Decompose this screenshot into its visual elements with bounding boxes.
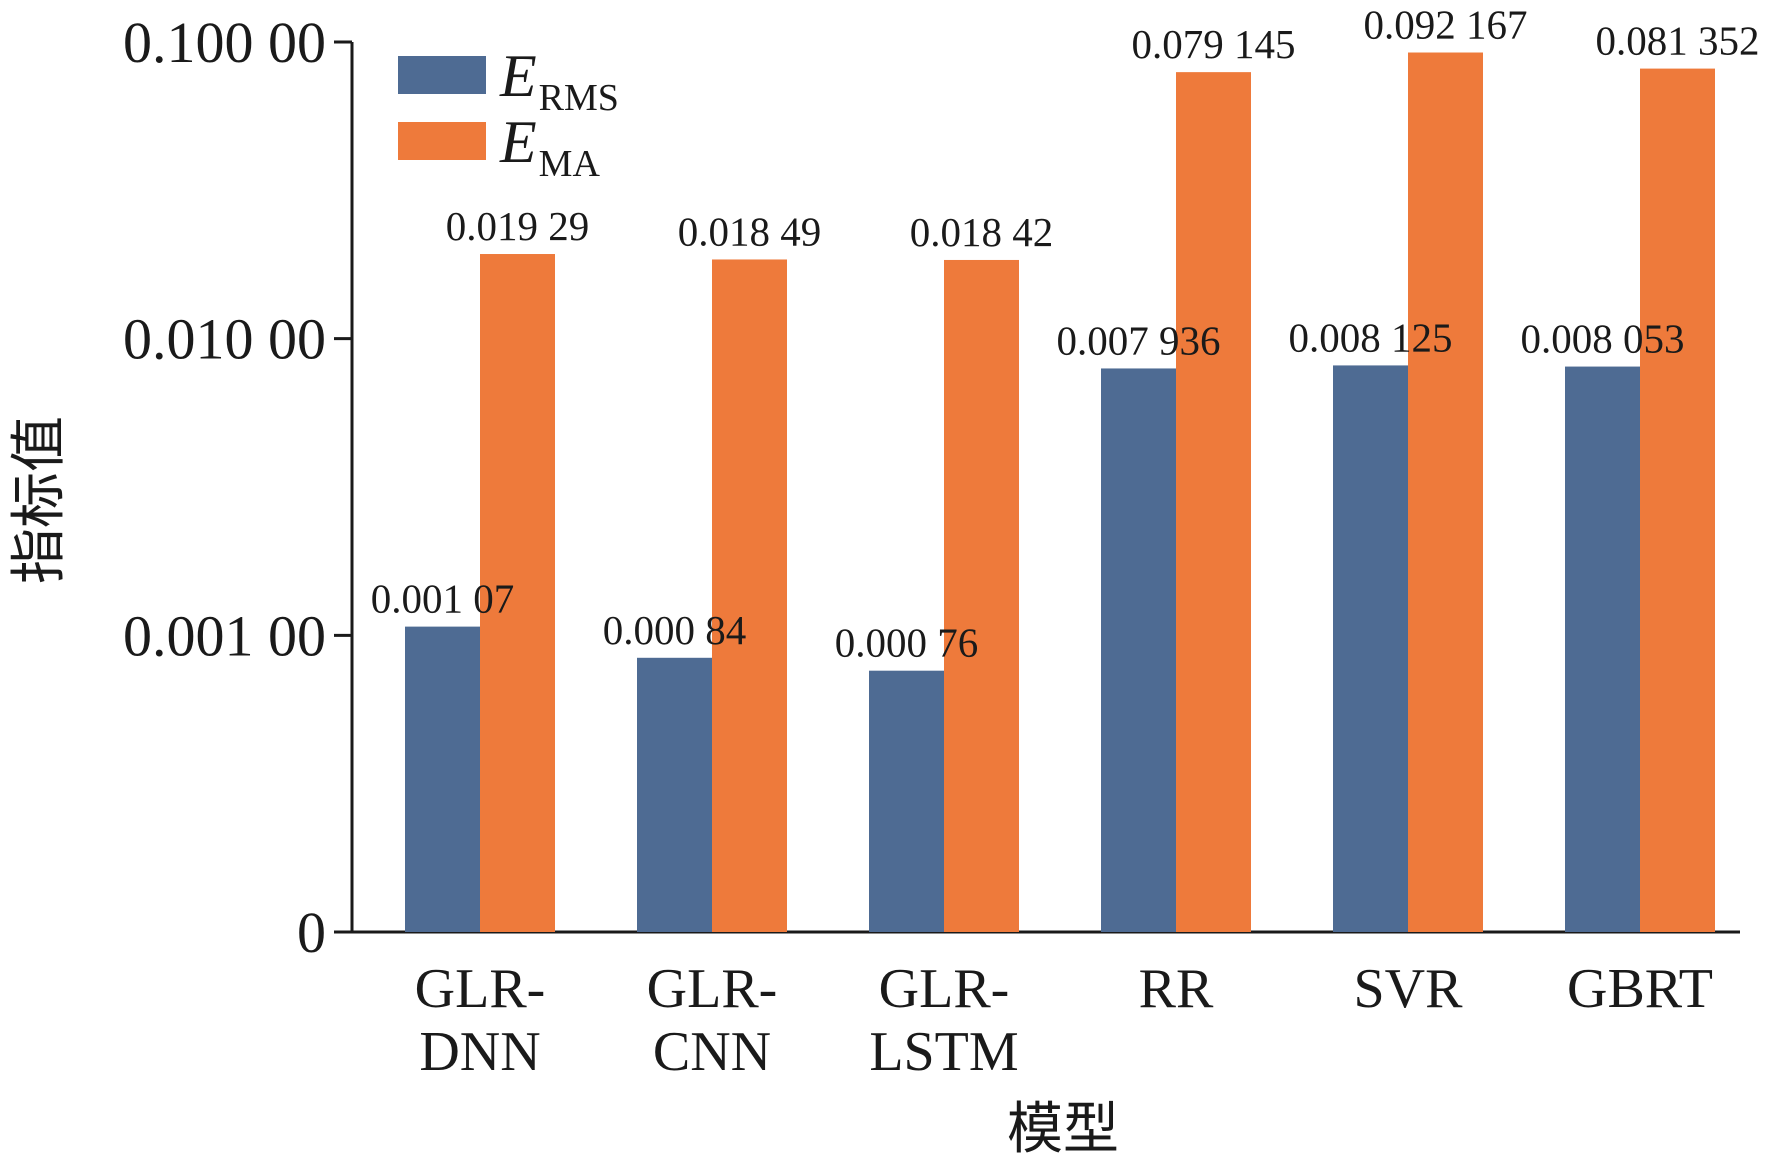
- legend-label-ema: EMA: [499, 109, 600, 185]
- legend-label-main: E: [499, 109, 537, 175]
- legend-label-main: E: [499, 43, 537, 109]
- data-label: 0.000 76: [835, 620, 979, 666]
- data-label: 0.007 936: [1057, 317, 1221, 363]
- x-tick-label: RR: [1139, 958, 1214, 1020]
- bar-erms-4: [1333, 365, 1408, 932]
- data-label: 0.001 07: [371, 576, 515, 622]
- bar-ema-1: [712, 259, 787, 933]
- x-tick-label: SVR: [1354, 958, 1464, 1020]
- x-tick-label: GBRT: [1567, 958, 1713, 1020]
- data-label: 0.000 84: [603, 607, 747, 653]
- y-tick-label: 0.010 00: [123, 307, 326, 372]
- bar-ema-4: [1408, 52, 1483, 933]
- bar-ema-0: [480, 254, 555, 932]
- data-label: 0.008 053: [1521, 316, 1685, 362]
- bar-erms-5: [1565, 366, 1640, 932]
- y-axis-title: 指标值: [9, 416, 71, 584]
- data-label: 0.018 42: [910, 209, 1054, 255]
- data-labels: 0.001 07 0.019 29 0.000 84 0.018 49 0.000 76…: [371, 2, 1760, 666]
- bar-erms-2: [869, 670, 944, 932]
- legend-label-subscript: MA: [539, 143, 601, 185]
- data-label: 0.092 167: [1364, 2, 1528, 48]
- data-label: 0.081 352: [1596, 18, 1760, 64]
- data-label: 0.019 29: [446, 203, 590, 249]
- legend-label-subscript: RMS: [539, 77, 619, 119]
- legend-swatch-erms: [398, 56, 486, 94]
- data-label: 0.018 49: [678, 208, 822, 254]
- bar-ema-2: [944, 259, 1019, 932]
- bars: [405, 52, 1715, 933]
- legend-label-erms: ERMS: [499, 43, 619, 119]
- bar-erms-3: [1101, 368, 1176, 932]
- x-tick-label: GLR-: [647, 958, 778, 1020]
- bar-ema-5: [1640, 68, 1715, 932]
- y-tick-label: 0.001 00: [123, 603, 326, 668]
- x-tick-label: DNN: [419, 1021, 540, 1083]
- x-tick-label: CNN: [653, 1021, 771, 1083]
- bar-ema-3: [1176, 72, 1251, 932]
- bar-erms-0: [405, 626, 480, 932]
- x-tick-label: GLR-: [879, 958, 1010, 1020]
- data-label: 0.079 145: [1132, 21, 1296, 67]
- bar-erms-1: [637, 657, 712, 932]
- legend-swatch-ema: [398, 122, 486, 160]
- x-axis-title: 模型: [1007, 1099, 1119, 1161]
- y-tick-label: 0.100 00: [123, 10, 326, 75]
- axes: 00.001 000.010 000.100 00GLR-DNNGLR-CNNG…: [123, 10, 1740, 1083]
- data-label: 0.008 125: [1289, 314, 1453, 360]
- x-tick-label: GLR-: [415, 958, 546, 1020]
- x-tick-label: LSTM: [869, 1021, 1018, 1083]
- y-tick-label: 0: [297, 900, 326, 965]
